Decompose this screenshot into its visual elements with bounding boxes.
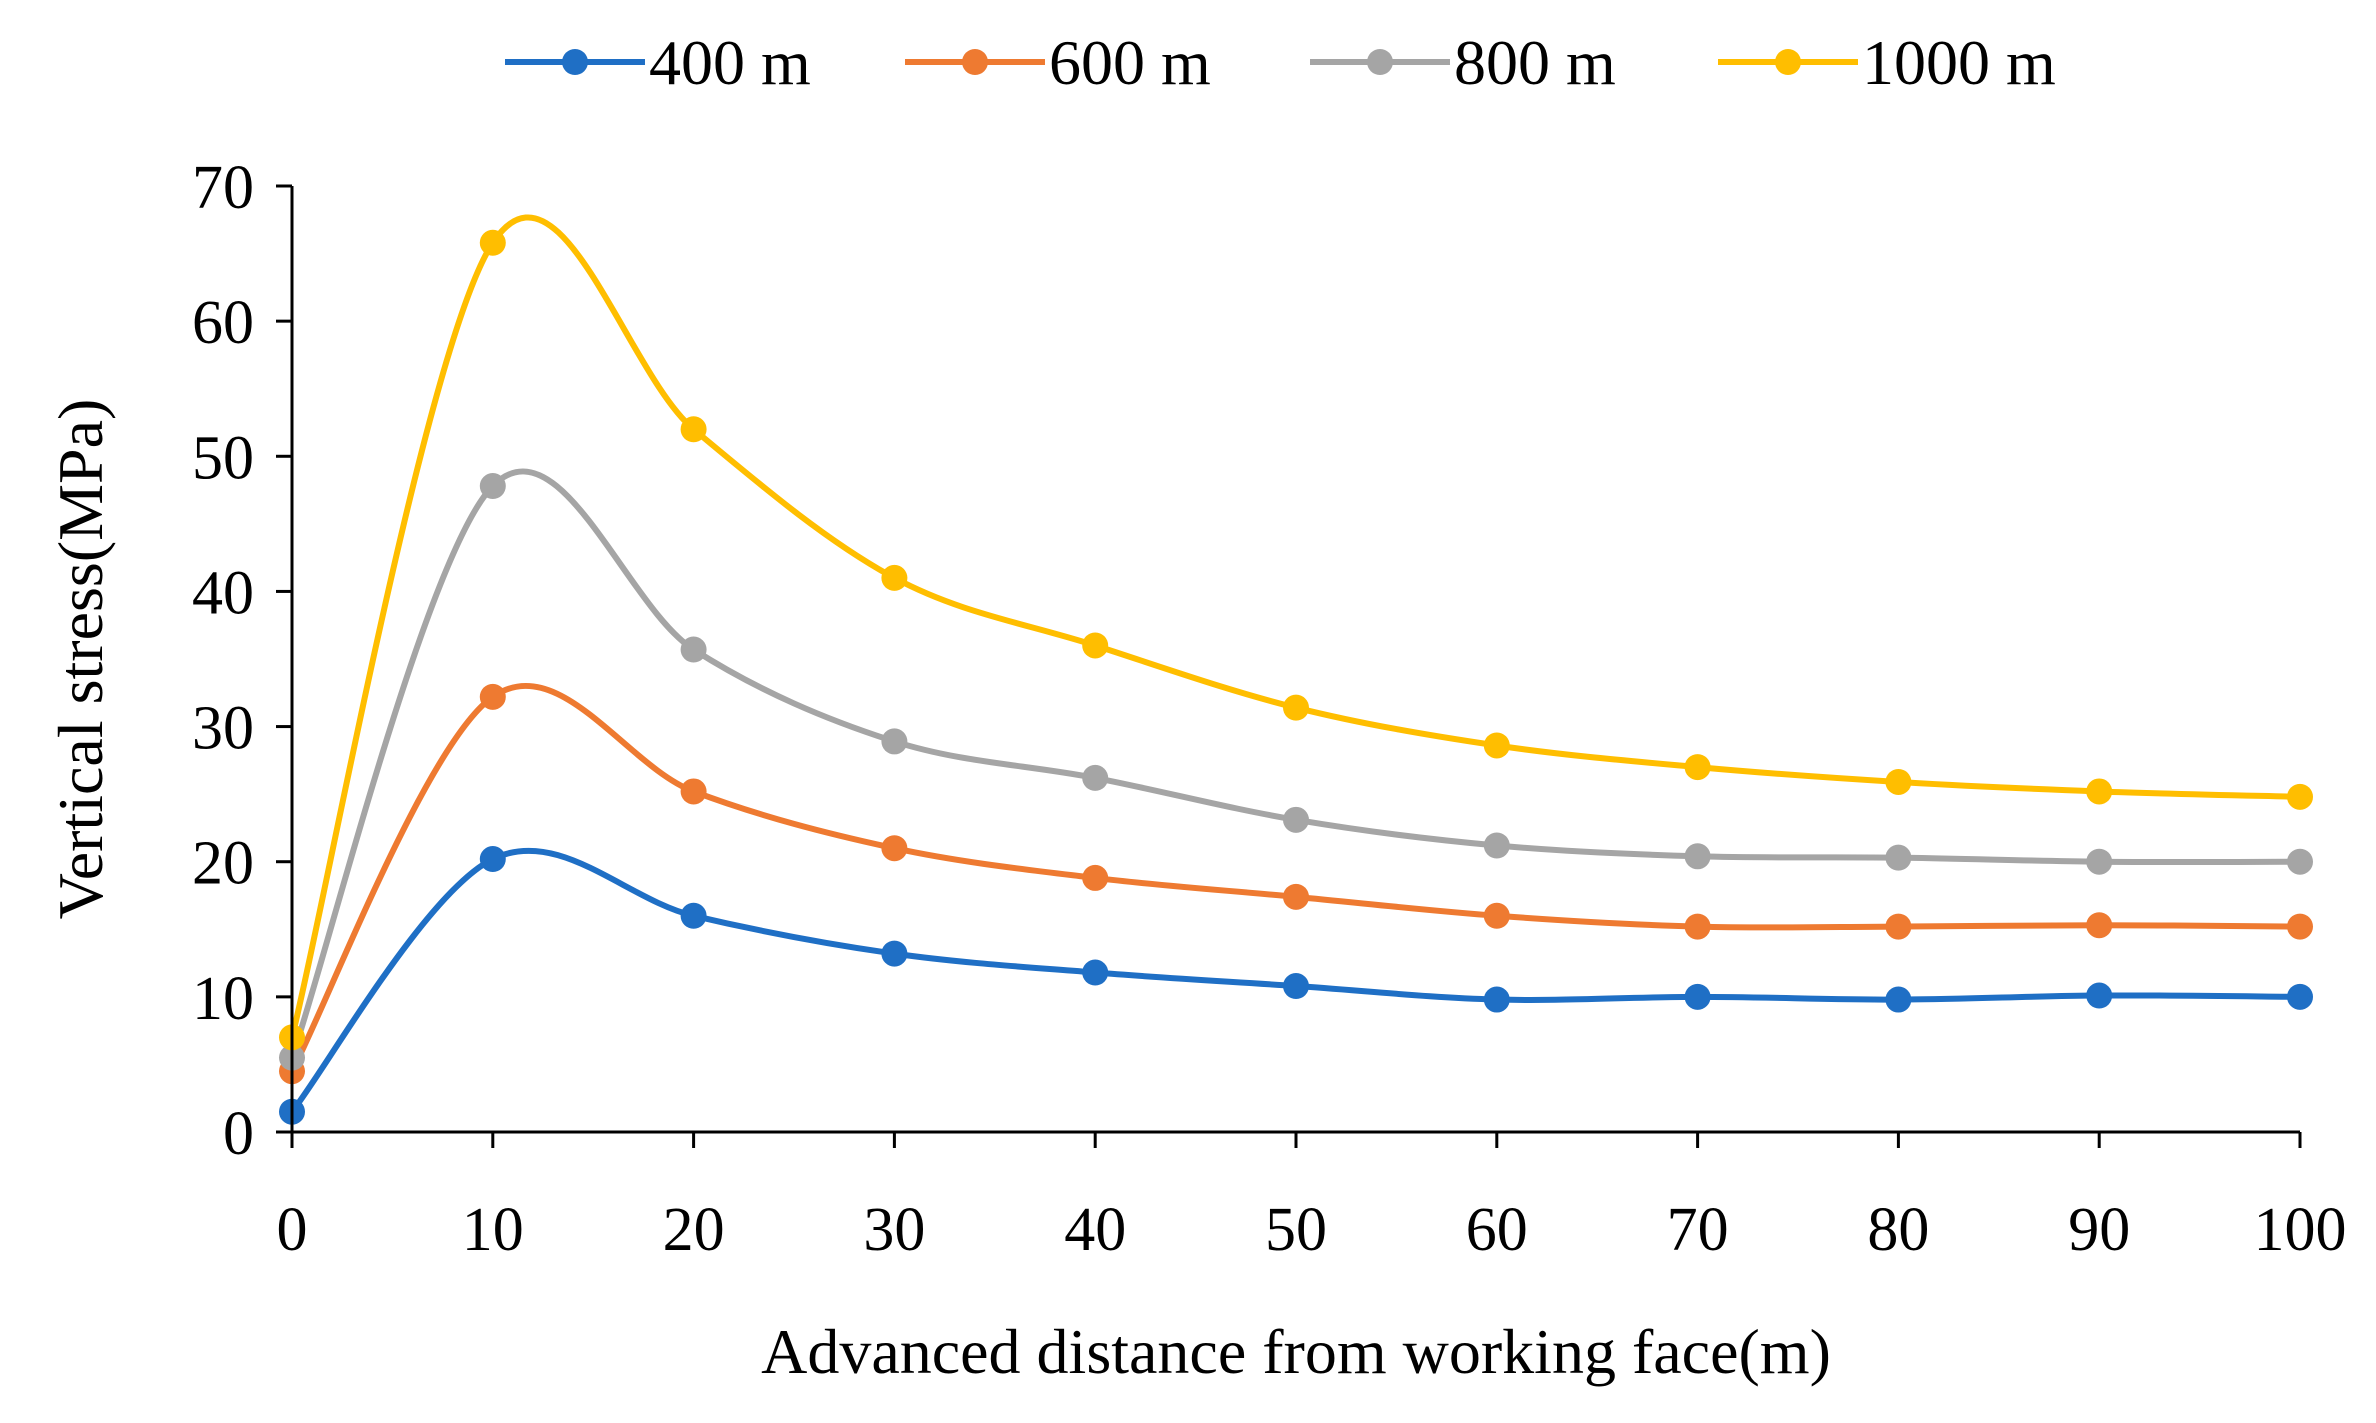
data-point-800m [1283, 806, 1309, 833]
data-point-1000m [1885, 768, 1912, 795]
data-point-600m [1082, 864, 1109, 891]
legend-item-400m: 400 m [505, 27, 811, 98]
series-line-1000m [289, 214, 2303, 1041]
legend-label: 1000 m [1862, 27, 2056, 98]
data-point-800m [2287, 848, 2313, 875]
data-point-1000m [1283, 694, 1309, 721]
data-point-400m [881, 940, 908, 967]
data-point-800m [881, 728, 908, 755]
x-tick-label: 0 [277, 1196, 308, 1264]
data-point-800m [1082, 764, 1109, 791]
plot-series [279, 214, 2313, 1125]
data-point-600m [680, 778, 707, 805]
data-point-1000m [1684, 754, 1711, 781]
data-point-1000m [680, 416, 707, 443]
series-600m [279, 682, 2313, 1085]
tick-labels: 0 10 20 30 40 50 60 70 0 10 20 30 40 50 60 70 80 90 100 [192, 154, 2347, 1264]
legend-item-600m: 600 m [905, 27, 1211, 98]
x-tick-label: 70 [1667, 1196, 1729, 1264]
data-point-600m [1885, 913, 1912, 940]
series-line-600m [289, 682, 2303, 1075]
legend-swatch-marker [962, 49, 988, 75]
legend-label: 800 m [1454, 27, 1616, 98]
data-point-1000m [479, 229, 506, 256]
series-line-800m [289, 468, 2303, 1061]
legend-swatch-marker [562, 49, 588, 75]
data-point-1000m [2287, 783, 2313, 810]
y-tick-label: 40 [192, 559, 254, 627]
y-tick-label: 20 [192, 830, 254, 898]
data-point-800m [1885, 844, 1912, 871]
legend-item-1000m: 1000 m [1718, 27, 2056, 98]
data-point-400m [1483, 986, 1510, 1013]
legend-swatch-marker [1775, 49, 1801, 75]
x-tick-label: 40 [1064, 1196, 1126, 1264]
data-point-1000m [2086, 778, 2113, 805]
legend-item-800m: 800 m [1310, 27, 1616, 98]
x-axis-title: Advanced distance from working face(m) [761, 1316, 1831, 1387]
data-point-600m [2086, 912, 2113, 939]
data-point-600m [1283, 883, 1309, 910]
data-point-800m [479, 473, 506, 500]
data-point-1000m [881, 564, 908, 591]
y-tick-label: 10 [192, 965, 254, 1033]
y-tick-label: 60 [192, 289, 254, 357]
data-point-400m [1684, 983, 1711, 1010]
data-point-600m [479, 683, 506, 710]
data-point-1000m [1082, 632, 1109, 659]
data-point-400m [680, 902, 707, 929]
data-point-600m [881, 835, 908, 862]
x-tick-label: 100 [2254, 1196, 2347, 1264]
y-axis-title: Vertical stress(MPa) [45, 399, 116, 920]
data-point-1000m [1483, 732, 1510, 759]
legend-label: 600 m [1049, 27, 1211, 98]
legend-label: 400 m [649, 27, 811, 98]
data-point-600m [1684, 913, 1711, 940]
legend-swatch-marker [1367, 49, 1393, 75]
data-point-400m [479, 846, 506, 873]
x-tick-label: 60 [1466, 1196, 1528, 1264]
data-point-800m [2086, 848, 2113, 875]
series-800m [279, 468, 2313, 1071]
series-1000m [279, 214, 2313, 1051]
x-tick-label: 30 [863, 1196, 925, 1264]
x-tick-label: 10 [462, 1196, 524, 1264]
data-point-400m [1885, 986, 1912, 1013]
data-point-600m [1483, 902, 1510, 929]
axes [276, 184, 2302, 1148]
x-tick-label: 20 [663, 1196, 725, 1264]
data-point-600m [2287, 913, 2313, 940]
y-tick-label: 0 [223, 1100, 254, 1168]
data-point-400m [1283, 973, 1309, 1000]
data-point-400m [2287, 983, 2313, 1010]
x-tick-label: 50 [1265, 1196, 1327, 1264]
series-line-400m [289, 847, 2303, 1115]
data-point-800m [1684, 843, 1711, 870]
legend: 400 m 600 m 800 m 1000 m [505, 27, 2056, 98]
x-tick-label: 80 [1867, 1196, 1929, 1264]
data-point-800m [1483, 832, 1510, 859]
data-point-400m [1082, 959, 1109, 986]
data-point-400m [2086, 982, 2113, 1009]
x-tick-label: 90 [2068, 1196, 2130, 1264]
y-tick-label: 50 [192, 424, 254, 492]
data-point-800m [680, 636, 707, 663]
y-tick-label: 30 [192, 695, 254, 763]
y-tick-label: 70 [192, 154, 254, 222]
